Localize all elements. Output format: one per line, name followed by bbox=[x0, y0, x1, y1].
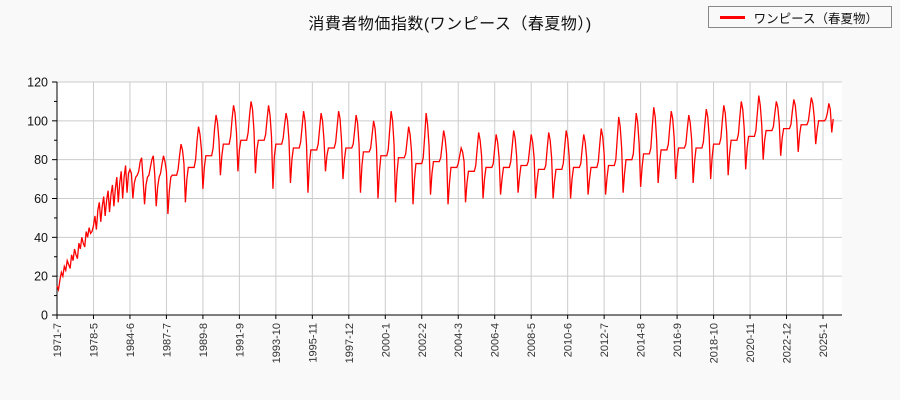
x-tick-label: 2016-9 bbox=[672, 323, 684, 357]
x-tick-label: 1995-11 bbox=[307, 323, 319, 363]
x-tick-label: 2006-4 bbox=[490, 323, 502, 357]
x-tick-label: 2022-12 bbox=[782, 323, 794, 363]
x-tick-label: 2000-1 bbox=[380, 323, 392, 357]
x-tick-label: 1984-6 bbox=[125, 323, 137, 357]
x-tick-label: 2012-7 bbox=[599, 323, 611, 357]
gridlines bbox=[57, 81, 842, 315]
legend-series-label: ワンピース（春夏物） bbox=[753, 11, 878, 26]
chart-title: 消費者物価指数(ワンピース（春夏物）) bbox=[308, 16, 592, 33]
legend: ワンピース（春夏物） bbox=[707, 6, 892, 28]
x-tick-label: 1978-5 bbox=[88, 323, 100, 357]
x-tick-label: 2020-11 bbox=[745, 323, 757, 363]
x-tick-label: 1997-12 bbox=[344, 323, 356, 363]
x-tick-label: 2025-1 bbox=[818, 323, 830, 357]
y-tick-label: 0 bbox=[41, 309, 48, 323]
x-tick-label: 1993-10 bbox=[271, 323, 283, 363]
series-line bbox=[56, 95, 834, 293]
x-tick-label: 2010-6 bbox=[563, 323, 575, 357]
y-tick-label: 100 bbox=[27, 114, 48, 128]
x-tick-label: 1971-7 bbox=[52, 323, 64, 357]
y-tick-label: 120 bbox=[27, 76, 48, 90]
x-tick-label: 2008-5 bbox=[526, 323, 538, 357]
x-tick-label: 1987-7 bbox=[161, 323, 173, 357]
y-tick-label: 40 bbox=[34, 231, 48, 245]
legend-line-swatch bbox=[719, 15, 745, 19]
y-tick-label: 80 bbox=[34, 153, 48, 167]
x-tick-label: 2014-8 bbox=[636, 323, 648, 357]
x-tick-label: 2004-3 bbox=[453, 323, 465, 357]
x-tick-label: 1991-9 bbox=[234, 323, 246, 357]
x-tick-label: 1989-8 bbox=[198, 323, 210, 357]
y-tick-label: 60 bbox=[34, 192, 48, 206]
y-tick-label: 20 bbox=[34, 270, 48, 284]
x-tick-label: 2018-10 bbox=[709, 323, 721, 363]
y-axis-ticks: 0 20 40 60 80 100 120 bbox=[27, 76, 57, 323]
x-axis-ticks: 1971-7 1978-5 1984-6 1987-7 1989-8 1991-9 1993… bbox=[52, 315, 830, 363]
x-tick-label: 2002-2 bbox=[417, 323, 429, 357]
